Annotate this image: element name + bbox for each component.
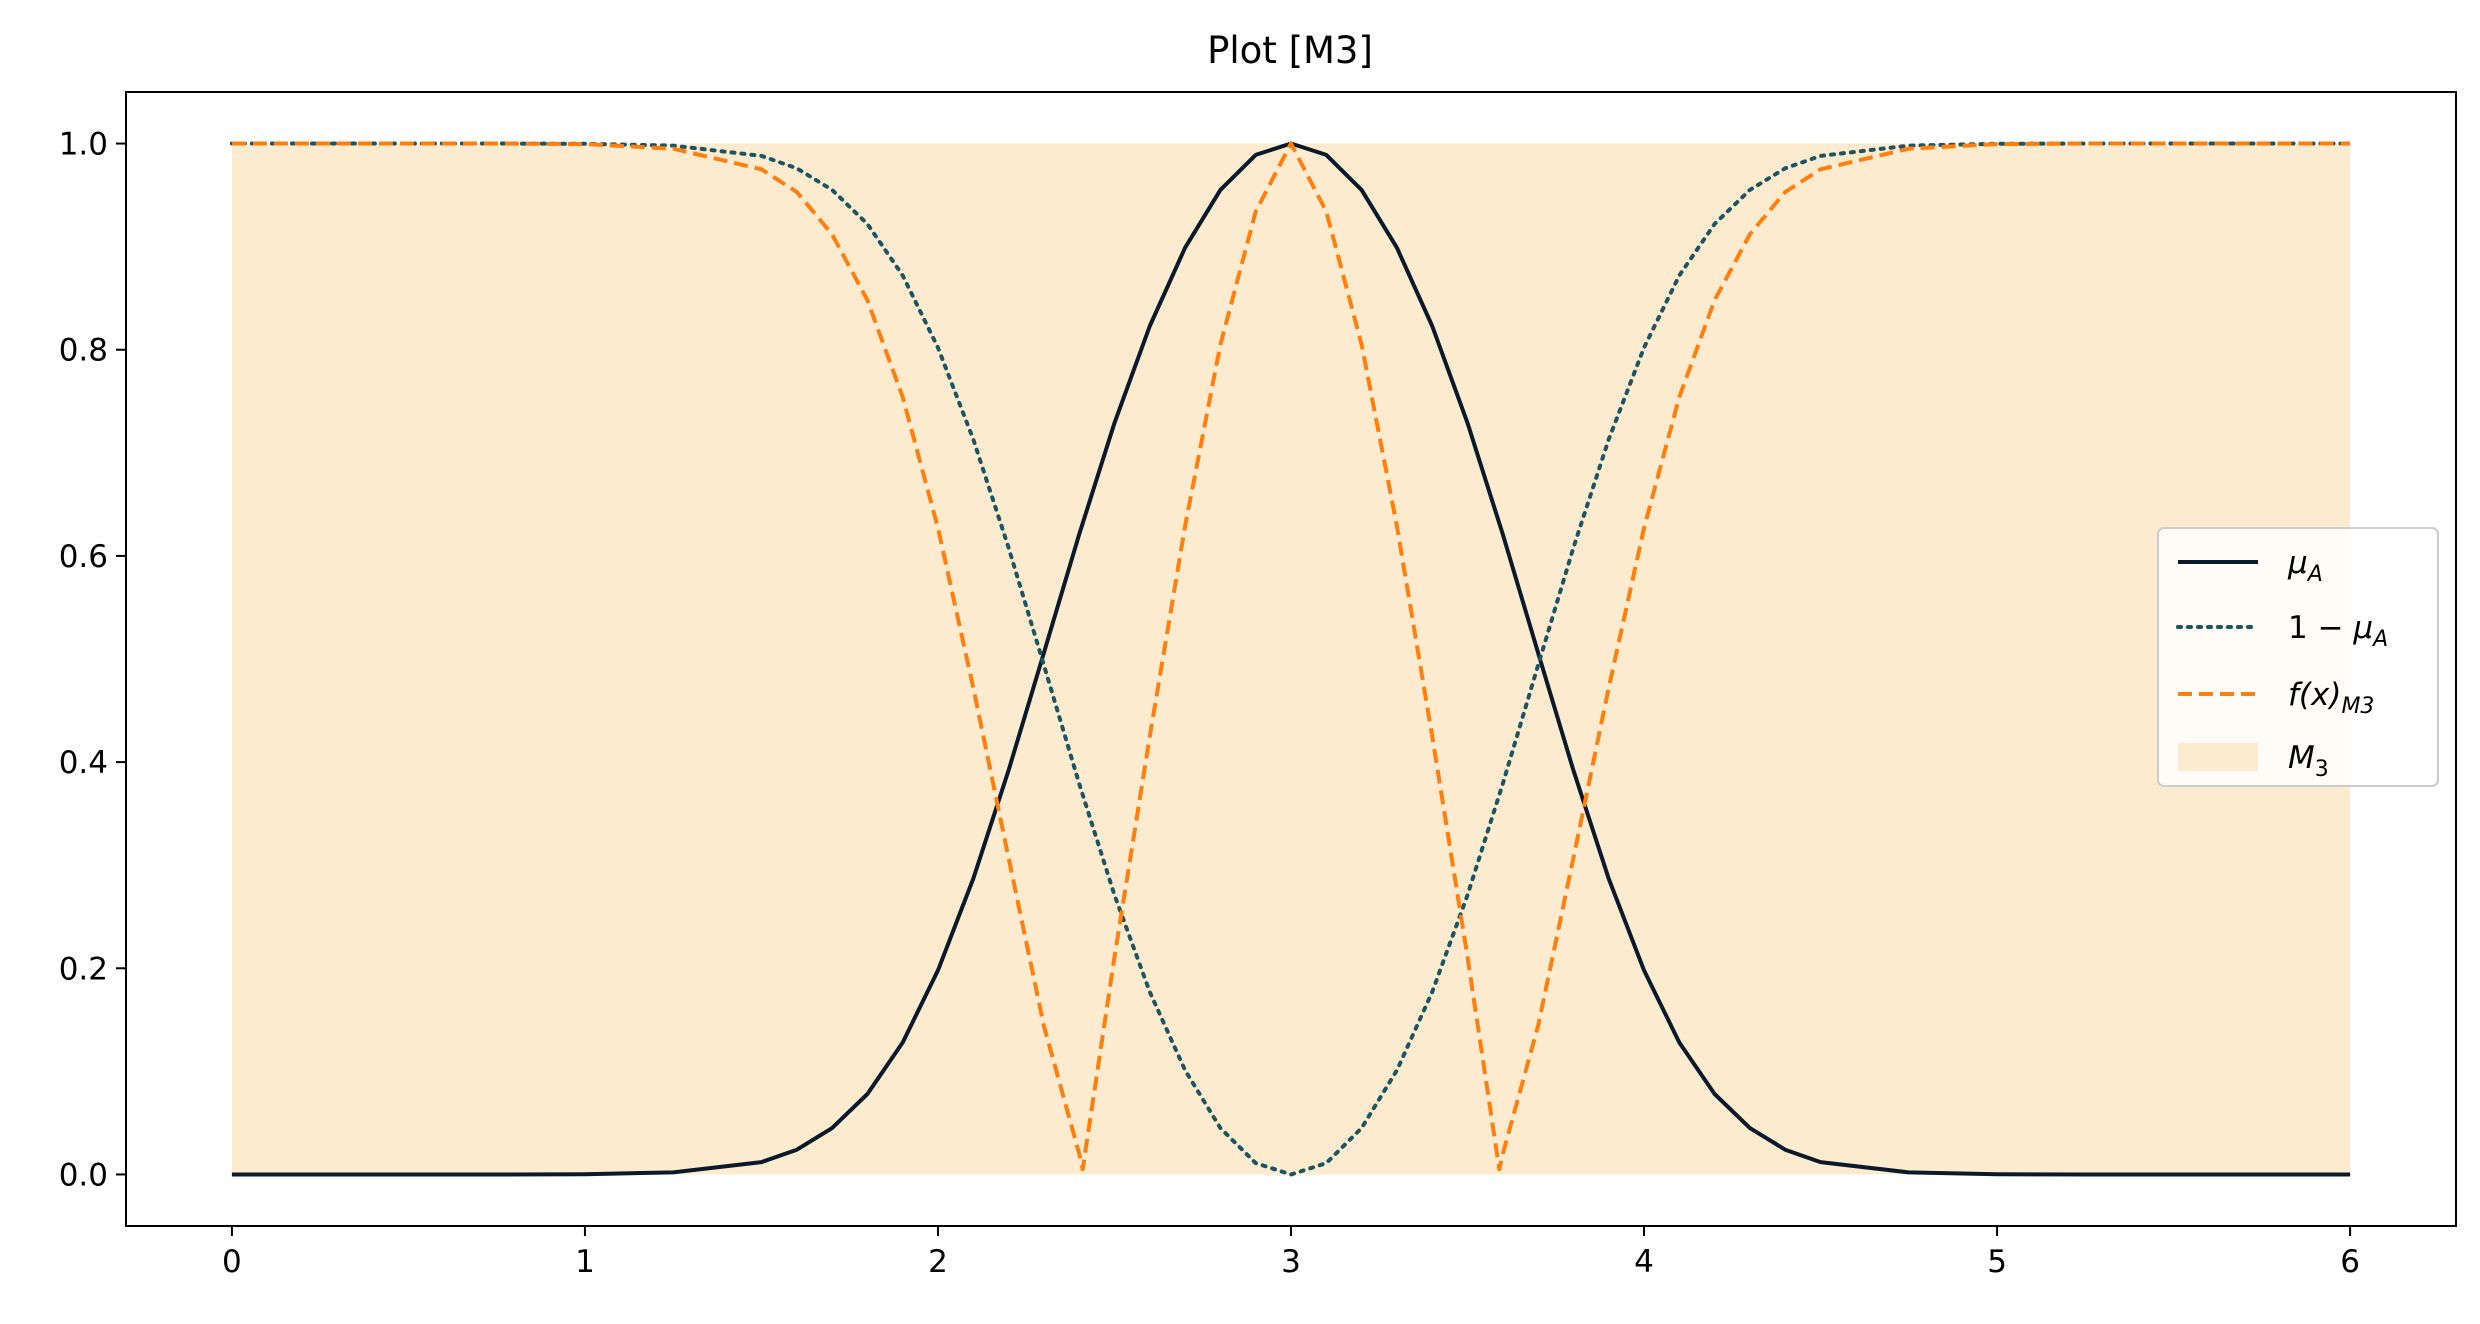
x-axis: 0 1 2 3 4 5 6 (222, 1226, 2360, 1280)
legend-entry-one-minus-mu-a: 1 − μA (2288, 610, 2388, 652)
series-layer (229, 141, 2353, 1177)
fill-region-m3 (231, 143, 2351, 1175)
y-tick-label: 0.8 (59, 333, 108, 369)
y-tick-label: 0.0 (59, 1157, 108, 1193)
series-one-minus-mu-a (229, 141, 2353, 1177)
legend: μA 1 − μA f(x)M3 M3 (2157, 527, 2439, 787)
y-tick-label: 0.2 (59, 951, 108, 987)
legend-entry-m3: M3 (2288, 740, 2329, 782)
y-tick-label: 0.4 (59, 745, 108, 781)
legend-entry-mu-a: μA (2287, 545, 2323, 587)
legend-entry-f-x-m3: f(x)M3 (2288, 677, 2374, 719)
y-tick-label: 1.0 (59, 127, 108, 163)
y-tick-label: 0.6 (59, 539, 108, 575)
x-tick-label: 4 (1634, 1244, 1654, 1280)
x-tick-label: 0 (222, 1244, 242, 1280)
x-tick-label: 1 (575, 1244, 595, 1280)
x-tick-label: 3 (1281, 1244, 1301, 1280)
legend-handle-m3 (2178, 743, 2258, 771)
fill-layer (231, 143, 2351, 1175)
chart-title: Plot [M3] (1207, 29, 1373, 72)
x-tick-label: 5 (1987, 1244, 2007, 1280)
series-f-x-m3 (231, 141, 2351, 1172)
x-tick-label: 6 (2340, 1244, 2360, 1280)
legend-box (2157, 527, 2439, 787)
x-tick-label: 2 (928, 1244, 948, 1280)
y-axis: 0.0 0.2 0.4 0.6 0.8 1.0 (59, 127, 126, 1193)
